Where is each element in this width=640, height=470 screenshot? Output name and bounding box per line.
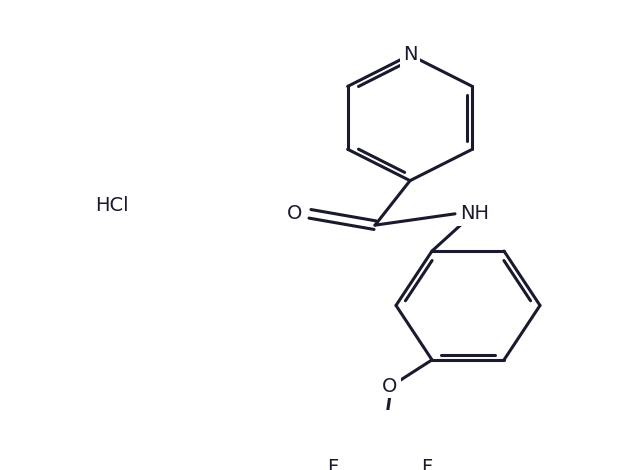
- Text: N: N: [403, 46, 417, 64]
- Text: HCl: HCl: [95, 196, 129, 215]
- Text: O: O: [287, 204, 302, 223]
- Text: NH: NH: [460, 204, 489, 223]
- Text: F: F: [421, 458, 433, 470]
- Text: O: O: [382, 376, 397, 396]
- Text: F: F: [328, 458, 339, 470]
